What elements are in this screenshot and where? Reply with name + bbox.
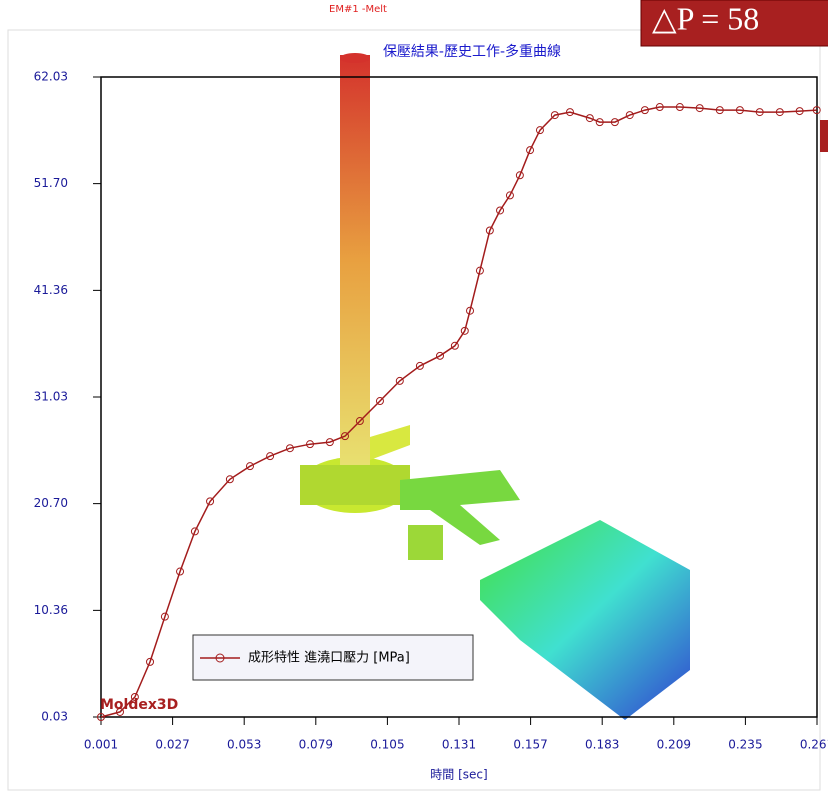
annotation: △P = 58: [652, 0, 759, 36]
y-tick-label: 0.03: [41, 710, 68, 724]
model-render: [300, 53, 690, 720]
x-tick-label: 0.261: [800, 738, 828, 752]
x-tick-label: 0.157: [513, 738, 547, 752]
x-tick-label: 0.131: [442, 738, 476, 752]
y-tick-label: 41.36: [34, 283, 68, 297]
y-tick-label: 51.70: [34, 176, 68, 190]
chart-title: 保壓結果-歷史工作-多重曲線: [383, 43, 561, 60]
y-tick-label: 31.03: [34, 390, 68, 404]
x-axis-label: 時間 [sec]: [430, 768, 487, 782]
y-tick-label: 10.36: [34, 603, 68, 617]
page: {"chart_data": {"type": "line", "title":…: [0, 0, 828, 794]
subtitle: EM#1 -Melt: [329, 4, 387, 15]
x-tick-label: 0.183: [585, 738, 619, 752]
chart: △P = 58 EM#1 -Melt 保壓結果-歷史工作-多重曲線 時間 [se…: [0, 0, 828, 794]
series-line: [101, 107, 817, 717]
y-tick-label: 20.70: [34, 496, 68, 510]
annotation-box-2: [820, 120, 828, 152]
y-tick-label: 62.03: [34, 70, 68, 84]
legend-label: 成形特性 進澆口壓力 [MPa]: [248, 651, 410, 666]
x-tick-label: 0.209: [657, 738, 691, 752]
x-tick-label: 0.053: [227, 738, 261, 752]
x-tick-label: 0.105: [370, 738, 404, 752]
x-tick-label: 0.001: [84, 738, 118, 752]
x-tick-label: 0.027: [155, 738, 189, 752]
x-tick-label: 0.079: [299, 738, 333, 752]
plot-frame: [101, 77, 817, 717]
x-tick-label: 0.235: [728, 738, 762, 752]
brand: Moldex3D: [100, 697, 178, 713]
